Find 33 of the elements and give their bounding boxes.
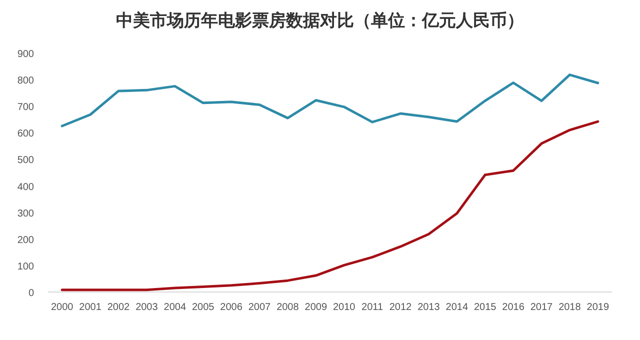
x-tick-label: 2011 [362, 302, 384, 313]
x-tick-label: 2003 [136, 302, 158, 313]
y-tick-label: 700 [17, 102, 34, 114]
x-tick-label: 2001 [79, 302, 102, 313]
x-tick-label: 2008 [276, 302, 300, 313]
x-tick-label: 2012 [389, 302, 412, 313]
x-tick-label: 2019 [586, 302, 610, 313]
x-tick-label: 2006 [220, 302, 243, 313]
x-tick-label: 2009 [304, 302, 328, 313]
y-tick-label: 100 [17, 261, 34, 272]
x-tick-label: 2000 [50, 302, 74, 313]
line-series [60, 120, 600, 292]
x-tick-label: 2014 [446, 302, 468, 313]
y-tick-label: 900 [17, 49, 34, 60]
y-tick-label: 800 [17, 76, 34, 87]
x-tick-label: 2015 [474, 302, 497, 313]
y-tick-label: 300 [17, 208, 34, 220]
y-tick-label: 200 [17, 234, 34, 246]
y-tick-label: 400 [17, 182, 34, 193]
x-tick-label: 2004 [164, 302, 186, 313]
x-tick-label: 2013 [418, 302, 440, 313]
x-tick-label: 2018 [558, 302, 582, 313]
chart-title: 中美市场历年电影票房数据对比（单位：亿元人民币） [116, 11, 524, 30]
x-tick-label: 2017 [530, 302, 554, 313]
y-tick-label: 500 [17, 155, 34, 166]
y-tick-label: 0 [28, 288, 34, 299]
x-tick-label: 2007 [248, 302, 272, 313]
line-series [60, 74, 600, 128]
x-tick-label: 2016 [502, 302, 525, 313]
x-tick-label: 2005 [192, 302, 215, 313]
x-tick-label: 2010 [332, 302, 356, 313]
y-tick-label: 600 [17, 128, 34, 140]
x-tick-label: 2002 [107, 302, 130, 313]
